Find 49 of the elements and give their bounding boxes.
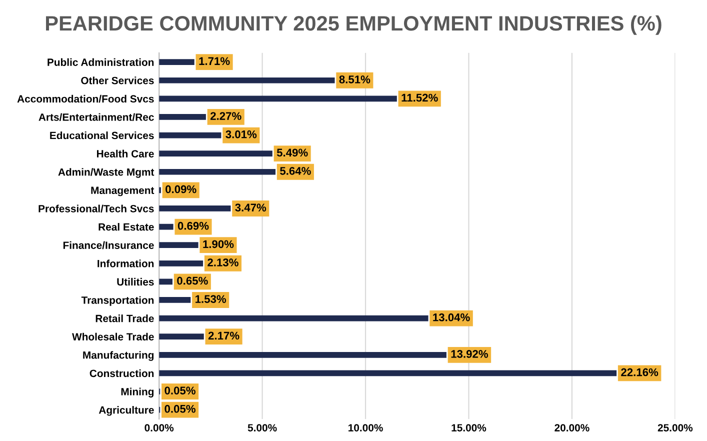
x-tick-label: 20.00% [554,424,590,432]
chart-title: PEARIDGE COMMUNITY 2025 EMPLOYMENT INDUSTRIES (%) [46,15,662,35]
y-tick-label: Admin/Waste Mgmt [58,168,154,178]
y-tick-label: Other Services [81,76,154,84]
data-label: 3.47% [235,204,266,212]
y-tick-label: Agriculture [98,406,154,416]
y-tick-label: Management [91,186,154,196]
data-label: 2.13% [208,258,238,266]
x-tick-label: 5.00% [248,424,277,432]
y-tick-label: Information [98,260,154,268]
data-label: 22.16% [621,368,658,376]
x-tick-label: 10.00% [348,424,383,432]
data-label: 3.01% [226,130,257,138]
y-tick-label: Transportation [81,296,154,306]
y-tick-label: Professional/Tech Svcs [38,204,154,212]
bar [159,278,172,285]
data-label: 8.51% [339,75,370,84]
data-label: 5.49% [276,148,308,157]
data-label: 1.90% [203,240,234,248]
y-tick-label: Wholesale Trade [72,332,154,340]
y-tick-label: Arts/Entertainment/Rec [38,113,154,121]
data-label: 5.64% [280,166,311,175]
x-tick-label: 15.00% [452,424,486,432]
y-tick-label: Accommodation/Food Svcs [17,94,154,103]
y-tick-label: Public Administration [48,58,154,66]
data-label: 2.27% [210,112,242,120]
y-tick-label: Construction [90,369,154,378]
bar [159,224,174,230]
data-label: 1.53% [196,295,226,303]
data-label: 11.52% [402,94,438,102]
y-tick-label: Mining [121,388,154,398]
y-tick-label: Retail Trade [96,314,154,322]
y-tick-label: Manufacturing [83,351,154,361]
data-label: 0.05% [164,386,196,394]
data-label: 0.09% [166,185,196,194]
data-label: 0.69% [178,222,209,230]
data-label: 13.92% [451,350,488,358]
x-tick-label: 25.00% [658,424,693,432]
data-label: 0.05% [164,404,196,413]
data-label: 0.65% [177,276,208,285]
y-tick-label: Health Care [97,150,154,158]
y-tick-label: Utilities [117,278,154,286]
y-tick-label: Educational Services [50,132,154,140]
x-tick-label: 0.00% [144,424,174,432]
data-label: 13.04% [433,313,470,322]
y-tick-label: Finance/Insurance [63,241,154,250]
y-tick-label: Real Estate [98,223,154,231]
data-label: 2.17% [208,332,240,340]
data-label: 1.71% [199,57,230,66]
